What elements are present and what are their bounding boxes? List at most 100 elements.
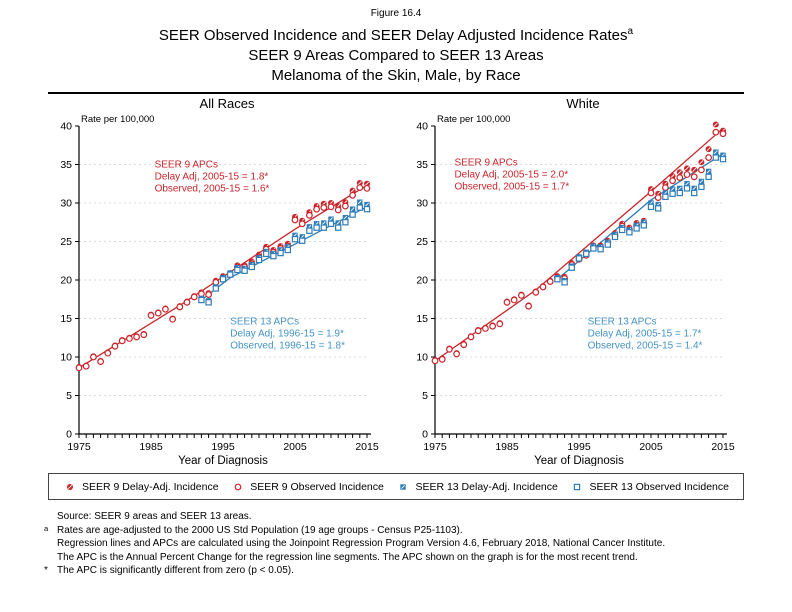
series-seer-13-observed-incidence <box>554 154 727 286</box>
svg-text:1985: 1985 <box>495 441 519 453</box>
footnote-2: Regression lines and APCs are calculated… <box>44 537 752 551</box>
footnote-marker: a <box>44 523 49 533</box>
svg-text:0: 0 <box>66 429 72 441</box>
svg-text:35: 35 <box>416 159 428 171</box>
footnote-text: The APC is the Annual Percent Change for… <box>57 551 638 563</box>
open-square-icon <box>574 483 581 490</box>
svg-text:15: 15 <box>416 313 428 325</box>
legend-item-2: SEER 13 Delay-Adj. Incidence <box>396 480 558 493</box>
filled-square-icon <box>400 483 407 490</box>
gridlines <box>435 164 723 396</box>
svg-text:40: 40 <box>60 121 72 133</box>
axes: 0 5 10 15 20 25 30 35 40 1975 1985 1995 2005 2015 <box>60 121 379 454</box>
svg-text:1995: 1995 <box>211 441 235 453</box>
svg-text:Delay Adj, 2005-15 = 1.7*: Delay Adj, 2005-15 = 1.7* <box>588 329 702 340</box>
open-circle-icon <box>234 483 242 490</box>
series-seer-9-observed-incidence <box>431 128 727 365</box>
title-line-2: SEER 9 Areas Compared to SEER 13 Areas <box>248 47 544 64</box>
footnotes: Source: SEER 9 areas and SEER 13 areas. a… <box>44 510 752 578</box>
footnote-0: Source: SEER 9 areas and SEER 13 areas. <box>44 510 752 524</box>
x-axis-label: Year of Diagnosis <box>178 455 268 466</box>
legend-item-0: SEER 9 Delay-Adj. Incidence <box>63 481 219 493</box>
white-plot: 0 5 10 15 20 25 30 35 40 1975 1985 1995 2005 2015 Rate… <box>416 114 735 467</box>
svg-text:1985: 1985 <box>139 441 163 453</box>
y-axis-label: Rate per 100,000 <box>437 114 510 125</box>
legend-item-3: SEER 13 Observed Incidence <box>570 481 729 493</box>
legend-item-1: SEER 9 Observed Incidence <box>231 481 384 493</box>
footnote-text: Rates are age-adjusted to the 2000 US St… <box>57 524 463 536</box>
footnote-3: The APC is the Annual Percent Change for… <box>44 551 752 565</box>
axes: 0 5 10 15 20 25 30 35 40 1975 1985 1995 2005 2015 <box>416 121 735 454</box>
gridlines <box>79 164 367 396</box>
svg-text:2015: 2015 <box>711 441 735 453</box>
svg-text:SEER 9 APCs: SEER 9 APCs <box>155 160 218 171</box>
svg-text:1975: 1975 <box>67 441 91 453</box>
footnote-4: * The APC is significantly different from… <box>44 564 752 578</box>
footnote-text: Source: SEER 9 areas and SEER 13 areas. <box>57 511 252 522</box>
filled-circle-icon <box>67 483 73 490</box>
svg-text:20: 20 <box>416 275 428 287</box>
legend-label: SEER 9 Delay-Adj. Incidence <box>82 480 219 493</box>
footnote-marker: * <box>44 565 48 576</box>
chart-title-white: White <box>566 96 600 111</box>
svg-text:40: 40 <box>416 121 428 133</box>
chart-block-all-races: All Races 0 5 10 15 20 25 30 35 40 1975 1985 1995 20… <box>53 96 383 471</box>
title-divider <box>48 92 744 94</box>
series-seer-13-delay-adj-incidence <box>198 199 370 304</box>
legend-box: SEER 9 Delay-Adj. Incidence SEER 9 Observ… <box>48 473 744 500</box>
y-axis-label: Rate per 100,000 <box>81 114 154 125</box>
title-line-1-text: SEER Observed Incidence and SEER Delay A… <box>158 27 628 44</box>
svg-text:2005: 2005 <box>283 441 307 453</box>
chart-title-all-races: All Races <box>199 96 255 111</box>
svg-text:5: 5 <box>66 390 72 402</box>
footnote-marker <box>44 551 57 565</box>
svg-text:SEER 13 APCs: SEER 13 APCs <box>588 317 657 328</box>
svg-text:Delay Adj, 2005-15 = 2.0*: Delay Adj, 2005-15 = 2.0* <box>454 169 568 180</box>
legend-label: SEER 9 Observed Incidence <box>250 480 384 493</box>
svg-text:Delay Adj, 2005-15 = 1.8*: Delay Adj, 2005-15 = 1.8* <box>155 172 269 183</box>
charts-row: All Races 0 5 10 15 20 25 30 35 40 1975 1985 1995 20… <box>0 96 792 471</box>
legend-label: SEER 13 Delay-Adj. Incidence <box>415 480 558 493</box>
svg-text:25: 25 <box>60 236 72 248</box>
svg-text:SEER 9 APCs: SEER 9 APCs <box>454 157 517 168</box>
figure-label: Figure 16.4 <box>370 8 422 19</box>
svg-text:Observed, 1996-15 = 1.8*: Observed, 1996-15 = 1.8* <box>230 341 345 352</box>
figure-title: SEER Observed Incidence and SEER Delay A… <box>0 22 792 86</box>
svg-text:Delay Adj, 1996-15 = 1.9*: Delay Adj, 1996-15 = 1.9* <box>230 329 344 340</box>
svg-text:0: 0 <box>422 429 428 441</box>
footnote-marker <box>44 537 57 551</box>
footnote-text: The APC is significantly different from … <box>57 565 294 576</box>
svg-text:15: 15 <box>60 313 72 325</box>
svg-text:1995: 1995 <box>567 441 591 453</box>
svg-text:35: 35 <box>60 159 72 171</box>
chart-block-white: White 0 5 10 15 20 25 30 35 40 1975 1985 1995 2005 20… <box>409 96 739 471</box>
svg-text:1975: 1975 <box>423 441 447 453</box>
svg-text:30: 30 <box>416 198 428 210</box>
footnote-text: Regression lines and APCs are calculated… <box>57 538 666 549</box>
all-races-plot: 0 5 10 15 20 25 30 35 40 1975 1985 1995 2005 2015 Rate… <box>60 114 379 467</box>
svg-text:2015: 2015 <box>355 441 379 453</box>
footnote-1: a Rates are age-adjusted to the 2000 US S… <box>44 524 752 538</box>
svg-text:Observed, 2005-15 = 1.4*: Observed, 2005-15 = 1.4* <box>588 341 703 352</box>
series-seer-13-observed-incidence <box>198 204 371 306</box>
legend-label: SEER 13 Observed Incidence <box>589 480 729 493</box>
svg-text:5: 5 <box>422 390 428 402</box>
svg-text:30: 30 <box>60 198 72 210</box>
svg-text:20: 20 <box>60 275 72 287</box>
svg-text:10: 10 <box>60 352 72 364</box>
svg-text:SEER 13 APCs: SEER 13 APCs <box>230 317 299 328</box>
title-line-1: SEER Observed Incidence and SEER Delay A… <box>0 22 792 46</box>
svg-text:Observed, 2005-15 = 1.6*: Observed, 2005-15 = 1.6* <box>155 184 270 195</box>
svg-text:2005: 2005 <box>639 441 663 453</box>
title-superscript: a <box>627 26 634 37</box>
svg-text:10: 10 <box>416 352 428 364</box>
svg-text:25: 25 <box>416 236 428 248</box>
title-line-3: Melanoma of the Skin, Male, by Race <box>271 67 521 84</box>
svg-text:Observed, 2005-15 = 1.7*: Observed, 2005-15 = 1.7* <box>454 181 569 192</box>
x-axis-label: Year of Diagnosis <box>534 455 624 466</box>
